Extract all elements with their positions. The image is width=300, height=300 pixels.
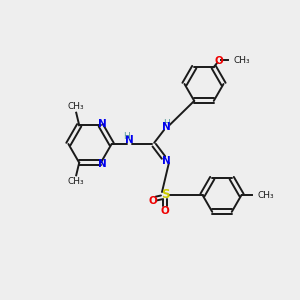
Text: N: N [98,119,106,129]
Text: CH₃: CH₃ [68,177,85,186]
Text: H: H [124,132,130,141]
Text: O: O [214,56,223,66]
Text: CH₃: CH₃ [258,190,274,200]
Text: N: N [162,122,171,133]
Text: S: S [161,188,169,202]
Text: N: N [125,135,134,146]
Text: O: O [148,196,157,206]
Text: O: O [160,206,169,216]
Text: H: H [163,119,170,128]
Text: CH₃: CH₃ [68,102,85,111]
Text: N: N [98,159,106,169]
Text: N: N [162,155,171,166]
Text: CH₃: CH₃ [234,56,250,65]
